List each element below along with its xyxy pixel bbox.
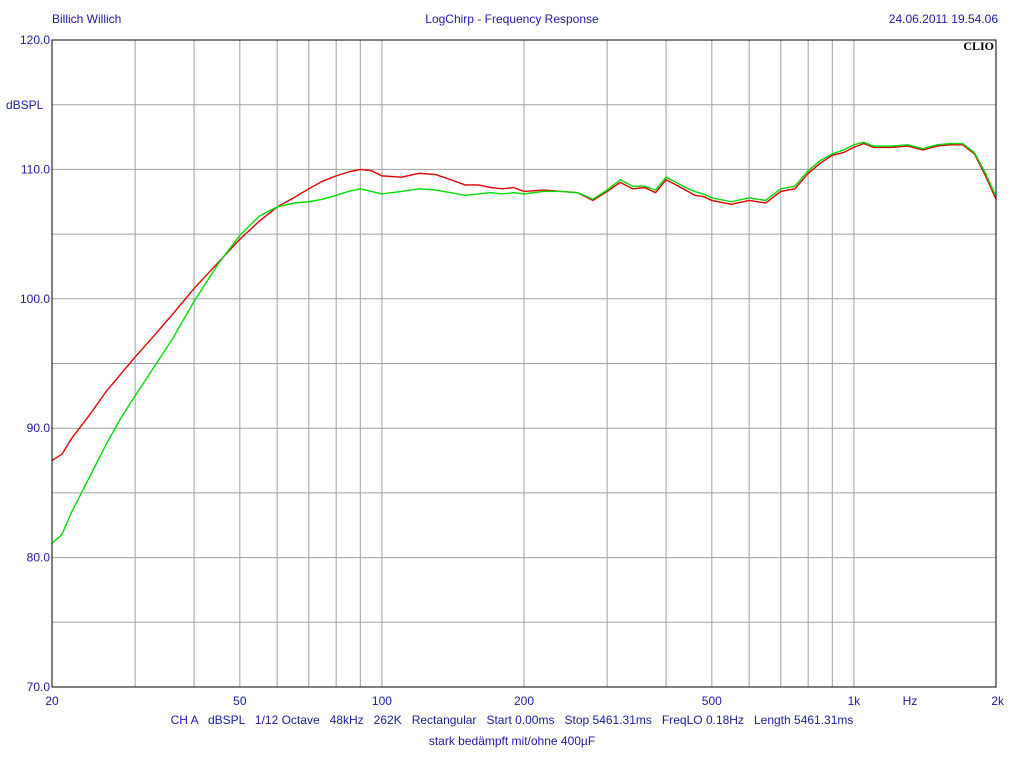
grid <box>52 40 996 687</box>
measurement-param: 48kHz <box>329 713 364 727</box>
measurement-param: FreqLO 0.18Hz <box>661 713 744 727</box>
measurement-param: Stop 5461.31ms <box>564 713 652 727</box>
y-tick-label: 90.0 <box>27 421 51 435</box>
chart-caption: stark bedämpft mit/ohne 400µF <box>428 734 596 748</box>
x-tick-label: 100 <box>372 694 392 708</box>
y-tick-label: 70.0 <box>27 680 51 694</box>
measurement-param: Length 5461.31ms <box>753 713 854 727</box>
chart-title: LogChirp - Frequency Response <box>425 12 599 26</box>
series-layer <box>51 141 997 544</box>
measurement-param: CH A <box>170 713 198 727</box>
measurement-param: Start 0.00ms <box>486 713 555 727</box>
timestamp-label: 24.06.2011 19.54.06 <box>888 12 998 26</box>
author-label: Billich Willich <box>52 12 122 26</box>
measurement-parameters: CH A dBSPL 1/12 Octave 48kHz 262K Rectan… <box>0 713 1024 727</box>
x-tick-label: 500 <box>702 694 722 708</box>
measurement-param: 262K <box>373 713 402 727</box>
x-tick-label: 2k <box>991 694 1005 708</box>
clio-logo: CLIO <box>963 39 994 53</box>
plot-frame <box>51 39 997 688</box>
x-tick-label: 200 <box>514 694 534 708</box>
x-axis-label: Hz <box>903 694 918 708</box>
series-line-green <box>51 141 997 544</box>
y-tick-label: 100.0 <box>20 292 50 306</box>
x-tick-label: 20 <box>45 694 59 708</box>
y-tick-label: 80.0 <box>27 551 51 565</box>
measurement-param: dBSPL <box>207 713 245 727</box>
x-tick-label: 1k <box>848 694 862 708</box>
measurement-param: 1/12 Octave <box>254 713 320 727</box>
measurement-param: Rectangular <box>411 713 477 727</box>
x-tick-label: 50 <box>233 694 247 708</box>
y-tick-label: 110.0 <box>21 162 50 176</box>
tick-labels: 70.0 80.0 90.0 100.0 110.0 120.0 20 50 100 200 500… <box>20 33 1005 708</box>
y-axis-label: dBSPL <box>6 98 44 112</box>
y-tick-label: 120.0 <box>20 33 50 47</box>
